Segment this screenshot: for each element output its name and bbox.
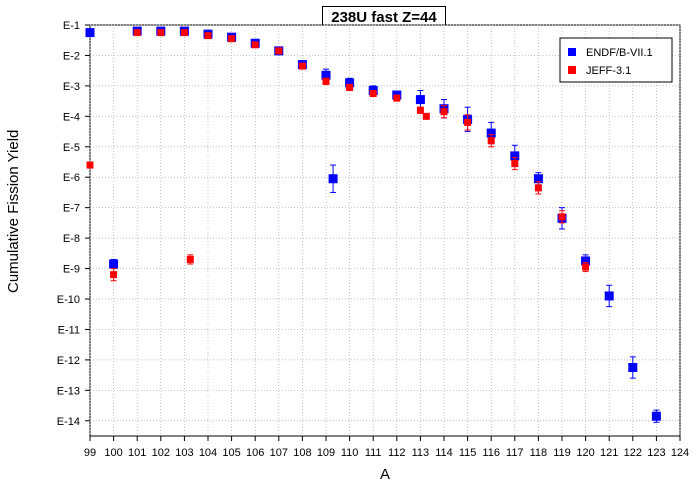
- y-tick-label: E-14: [57, 416, 80, 428]
- x-tick-label: 121: [600, 447, 618, 459]
- data-point: [558, 213, 566, 221]
- y-tick-label: E-8: [63, 233, 80, 245]
- x-tick-label: 118: [530, 447, 548, 459]
- plot-frame: [89, 24, 681, 437]
- x-tick-label: 106: [246, 447, 264, 459]
- data-point: [85, 28, 95, 38]
- data-point: [328, 174, 338, 184]
- legend-label: ENDF/B-VII.1: [586, 47, 653, 59]
- y-tick-label: E-11: [58, 324, 80, 336]
- data-point: [415, 95, 425, 105]
- x-tick-label: 104: [199, 447, 217, 459]
- data-point: [581, 256, 591, 266]
- data-point: [369, 90, 377, 97]
- data-point: [393, 94, 401, 102]
- x-tick-label: 109: [317, 447, 335, 459]
- x-tick-label: 114: [435, 447, 453, 459]
- x-tick-label: 115: [459, 447, 477, 459]
- x-tick-label: 100: [104, 447, 122, 459]
- data-point: [275, 47, 283, 55]
- x-axis-label: A: [379, 466, 390, 483]
- data-point: [298, 62, 306, 70]
- data-point: [86, 161, 94, 169]
- data-point: [422, 112, 430, 120]
- y-tick-label: E-7: [63, 203, 80, 215]
- y-tick-label: E-12: [57, 355, 80, 367]
- x-tick-label: 113: [412, 447, 430, 459]
- data-point: [416, 106, 424, 114]
- data-point: [251, 41, 259, 49]
- x-tick-label: 123: [647, 447, 665, 459]
- y-tick-label: E-10: [57, 294, 80, 306]
- data-point: [345, 78, 355, 88]
- legend-marker: [568, 66, 576, 74]
- y-tick-label: E-5: [63, 142, 80, 154]
- data-point: [321, 70, 331, 80]
- data-point: [464, 118, 472, 126]
- x-tick-label: 111: [365, 447, 382, 459]
- data-point: [322, 77, 330, 85]
- x-tick-label: 102: [152, 447, 170, 459]
- data-point: [440, 108, 448, 116]
- y-tick-label: E-1: [63, 20, 80, 32]
- legend: [559, 37, 673, 83]
- data-point: [109, 259, 119, 269]
- x-tick-label: 120: [576, 447, 594, 459]
- data-point: [651, 411, 661, 421]
- data-point: [534, 184, 542, 192]
- legend-marker: [568, 48, 576, 56]
- x-tick-label: 99: [84, 447, 96, 459]
- data-point: [157, 29, 165, 37]
- data-point: [487, 137, 495, 145]
- data-point: [533, 174, 543, 184]
- data-point: [346, 83, 354, 91]
- data-point: [604, 291, 614, 301]
- data-point: [511, 160, 519, 168]
- data-point: [110, 271, 118, 279]
- y-tick-label: E-4: [63, 111, 80, 123]
- x-tick-label: 117: [506, 447, 524, 459]
- data-point: [180, 29, 188, 37]
- x-tick-label: 110: [341, 447, 359, 459]
- x-tick-label: 122: [624, 447, 642, 459]
- data-point: [486, 128, 496, 138]
- x-tick-label: 105: [222, 447, 240, 459]
- data-point: [510, 151, 520, 161]
- x-tick-label: 116: [482, 447, 500, 459]
- data-point: [582, 263, 590, 271]
- y-tick-label: E-3: [63, 81, 80, 93]
- legend-label: JEFF-3.1: [586, 65, 631, 77]
- x-tick-label: 119: [553, 447, 571, 459]
- data-point: [133, 29, 141, 37]
- y-tick-label: E-2: [63, 50, 80, 62]
- y-tick-label: E-13: [57, 385, 80, 397]
- y-tick-label: E-9: [63, 264, 80, 276]
- data-point: [204, 32, 212, 40]
- y-tick-label: E-6: [63, 172, 80, 184]
- x-tick-label: 101: [128, 447, 146, 459]
- x-tick-label: 108: [293, 447, 311, 459]
- x-tick-label: 124: [671, 447, 689, 459]
- x-tick-label: 107: [270, 447, 288, 459]
- x-tick-label: 103: [175, 447, 193, 459]
- data-point: [186, 255, 194, 263]
- data-point: [628, 363, 638, 372]
- x-tick-label: 112: [388, 447, 406, 459]
- data-point: [228, 35, 236, 43]
